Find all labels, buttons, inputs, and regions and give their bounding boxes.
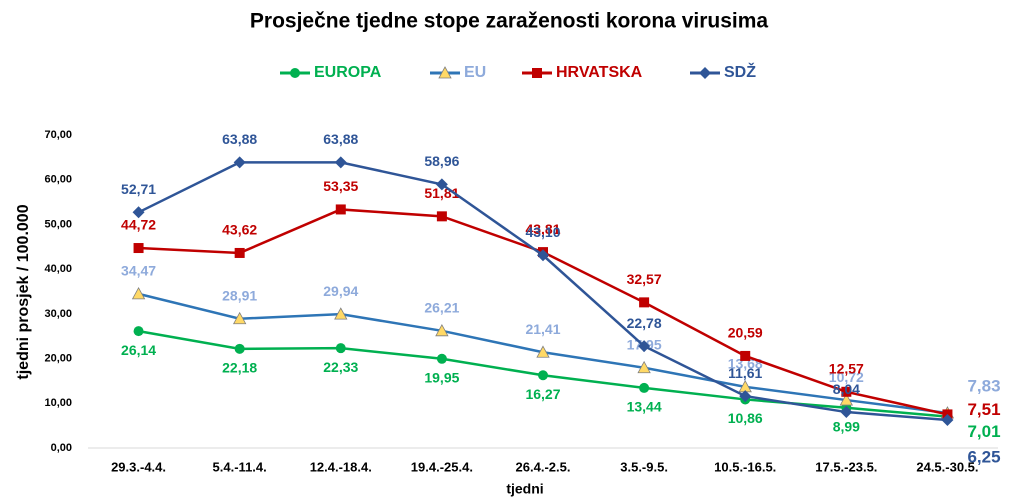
data-label: 6,25 <box>967 448 1000 467</box>
y-tick-label: 40,00 <box>44 263 72 275</box>
y-tick-label: 70,00 <box>44 129 72 141</box>
marker <box>334 307 348 320</box>
marker <box>941 414 954 427</box>
y-tick-label: 30,00 <box>44 308 72 320</box>
data-label: 22,78 <box>627 315 662 331</box>
x-tick-label: 19.4.-25.4. <box>411 459 473 474</box>
marker <box>532 68 542 78</box>
x-tick-label: 24.5.-30.5. <box>916 459 978 474</box>
data-label: 63,88 <box>323 131 358 147</box>
data-label: 34,47 <box>121 263 156 279</box>
data-label: 32,57 <box>627 271 662 287</box>
x-tick-label: 29.3.-4.4. <box>111 459 166 474</box>
marker <box>435 178 448 191</box>
data-label: 26,14 <box>121 342 156 358</box>
marker <box>436 211 447 222</box>
data-label: 43,81 <box>525 221 560 237</box>
marker <box>538 370 548 381</box>
marker <box>839 393 854 406</box>
x-tick-label: 3.5.-9.5. <box>620 459 668 474</box>
legend-label: EU <box>464 64 486 81</box>
marker <box>638 340 651 353</box>
data-label: 20,59 <box>728 325 763 341</box>
data-label: 28,91 <box>222 287 257 303</box>
data-label: 7,83 <box>967 376 1000 395</box>
data-label: 26,21 <box>424 300 459 316</box>
series-line <box>138 208 948 416</box>
marker <box>234 343 245 354</box>
data-label: 10,72 <box>829 369 864 385</box>
data-label: 43,10 <box>525 224 560 240</box>
marker <box>435 323 449 337</box>
legend-label: EUROPA <box>314 64 382 81</box>
data-label: 11,61 <box>728 365 762 381</box>
y-tick-label: 50,00 <box>44 218 72 230</box>
marker <box>436 353 447 364</box>
data-label: 12,57 <box>829 360 864 376</box>
y-tick-label: 60,00 <box>44 174 72 186</box>
marker <box>840 406 853 419</box>
marker <box>637 360 651 374</box>
marker <box>132 206 145 219</box>
marker <box>537 249 549 262</box>
marker <box>335 204 346 215</box>
marker <box>133 243 144 254</box>
marker <box>740 350 751 361</box>
data-label: 58,96 <box>424 153 459 169</box>
x-tick-label: 12.4.-18.4. <box>310 459 372 474</box>
data-label: 7,01 <box>967 422 1000 441</box>
legend-label: SDŽ <box>724 62 756 81</box>
data-label: 52,71 <box>121 181 156 197</box>
marker <box>133 326 144 337</box>
x-axis-title: tjedni <box>506 481 543 497</box>
marker <box>841 386 852 397</box>
marker <box>438 66 452 79</box>
marker <box>739 390 752 403</box>
data-label: 63,88 <box>222 131 257 147</box>
data-label: 8,04 <box>833 381 860 397</box>
marker <box>536 345 550 358</box>
data-label: 44,72 <box>121 217 156 233</box>
data-label: 53,35 <box>323 178 358 194</box>
marker <box>131 287 146 300</box>
y-tick-label: 10,00 <box>44 397 72 409</box>
data-label: 51,81 <box>424 185 459 201</box>
series-line <box>138 161 948 422</box>
data-label: 8,99 <box>833 419 860 435</box>
data-label: 7,51 <box>967 400 1000 419</box>
data-label: 22,33 <box>323 359 358 375</box>
marker <box>335 343 346 354</box>
x-tick-label: 17.5.-23.5. <box>815 459 877 474</box>
x-tick-label: 5.4.-11.4. <box>213 459 267 474</box>
marker <box>699 67 711 79</box>
marker <box>290 68 300 78</box>
data-label: 22,18 <box>222 360 257 376</box>
marker <box>234 247 245 258</box>
y-axis-title: tjedni prosjek / 100.000 <box>15 204 32 379</box>
marker <box>639 297 650 308</box>
data-label: 21,41 <box>525 321 560 337</box>
marker <box>639 382 650 393</box>
legend-label: HRVATSKA <box>556 64 643 81</box>
marker <box>334 156 347 169</box>
data-label: 16,27 <box>525 386 560 402</box>
y-tick-label: 20,00 <box>44 352 72 364</box>
data-label: 43,62 <box>222 222 257 238</box>
x-tick-label: 26.4.-2.5. <box>516 459 571 474</box>
chart-title: Prosječne tjedne stope zaraženosti koron… <box>250 10 768 33</box>
y-tick-label: 0,00 <box>51 442 72 454</box>
data-label: 29,94 <box>323 283 358 299</box>
marker <box>232 311 247 325</box>
marker <box>233 156 246 169</box>
data-label: 10,86 <box>728 410 763 426</box>
data-label: 13,44 <box>627 399 662 415</box>
x-tick-label: 10.5.-16.5. <box>714 459 776 474</box>
data-label: 19,95 <box>424 369 459 385</box>
